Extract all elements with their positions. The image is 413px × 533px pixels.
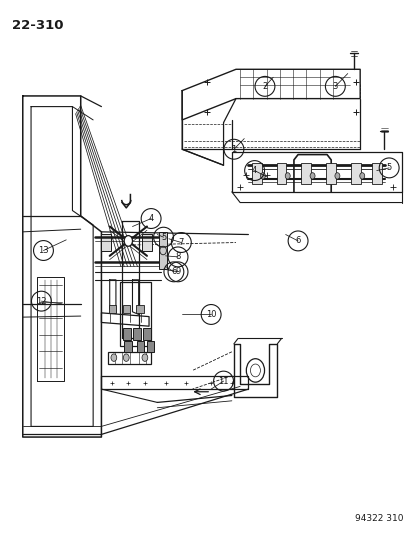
Bar [251, 163, 261, 184]
Bar [159, 232, 166, 269]
Text: 4: 4 [252, 166, 256, 175]
Bar [100, 234, 110, 251]
Text: 7: 7 [178, 238, 183, 247]
Bar [276, 163, 286, 184]
Text: 2: 2 [262, 82, 267, 91]
Bar [136, 305, 143, 313]
Bar [143, 328, 150, 340]
Text: 6: 6 [171, 268, 176, 276]
Circle shape [285, 173, 290, 179]
Bar [133, 328, 140, 340]
Circle shape [123, 354, 129, 361]
Text: 4: 4 [148, 214, 153, 223]
Text: 5: 5 [161, 233, 166, 241]
Text: 10: 10 [205, 310, 216, 319]
Circle shape [359, 173, 364, 179]
Bar [124, 341, 131, 352]
Bar [122, 305, 130, 313]
Text: 8: 8 [175, 253, 180, 261]
Bar [136, 341, 144, 352]
Bar [350, 163, 360, 184]
Text: 9: 9 [175, 268, 180, 276]
Circle shape [309, 173, 314, 179]
Bar [109, 305, 116, 313]
Text: 6: 6 [295, 237, 300, 245]
Bar [301, 163, 311, 184]
Circle shape [260, 173, 265, 179]
Text: 11: 11 [218, 377, 228, 385]
Bar [107, 352, 151, 364]
Bar [371, 163, 381, 184]
Circle shape [334, 173, 339, 179]
Text: 13: 13 [38, 246, 49, 255]
Circle shape [111, 354, 116, 361]
Text: 94322 310: 94322 310 [354, 514, 403, 523]
Text: 5: 5 [386, 164, 391, 172]
Bar [142, 234, 152, 251]
Circle shape [142, 354, 147, 361]
Text: 12: 12 [36, 297, 47, 305]
Circle shape [124, 236, 132, 246]
Text: 3: 3 [332, 82, 337, 91]
Bar [147, 341, 154, 352]
Text: 22-310: 22-310 [12, 19, 64, 31]
Bar [120, 282, 151, 346]
Bar [123, 328, 131, 340]
Text: 1: 1 [231, 145, 236, 154]
Bar [325, 163, 335, 184]
